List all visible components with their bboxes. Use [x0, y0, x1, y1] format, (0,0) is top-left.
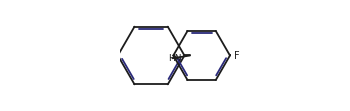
Text: F: F: [234, 51, 240, 60]
Text: HN: HN: [168, 54, 181, 63]
